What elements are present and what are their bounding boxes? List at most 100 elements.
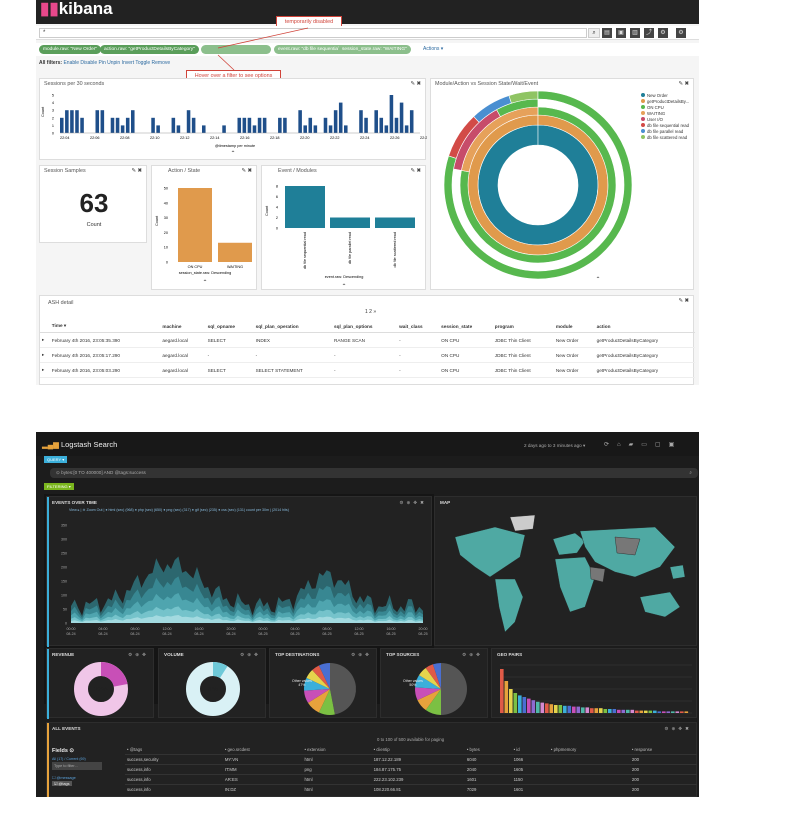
filter-action-disable[interactable]: Disable xyxy=(80,60,99,66)
column-header[interactable]: • extension xyxy=(304,747,326,752)
world-map[interactable] xyxy=(435,507,698,645)
panel-controls[interactable]: ✎ ✖ xyxy=(241,168,252,174)
column-header[interactable]: Time ▾ xyxy=(49,320,161,333)
column-header[interactable]: machine xyxy=(160,320,206,333)
filter-action-invert[interactable]: Invert xyxy=(121,60,136,66)
legend-item[interactable]: WAITING xyxy=(641,111,695,117)
fields-all-link[interactable]: All (17) / Current (69) xyxy=(52,757,86,761)
ls-title[interactable]: ▂▄▆ Logstash Search xyxy=(42,440,118,449)
panel-controls[interactable]: ✎ ✖ xyxy=(678,298,689,304)
ash-pager[interactable]: 1 2 » xyxy=(365,309,377,315)
filter-pill-event[interactable]: event.raw: "db file sequential read" xyxy=(274,45,356,54)
session-bar xyxy=(171,117,176,133)
query-tag[interactable]: QUERY ▾ xyxy=(44,456,68,463)
filter-action-toggle[interactable]: Toggle xyxy=(135,60,152,66)
table-row[interactable]: success,security MY:VN html 187.12.22.189 60… xyxy=(125,754,697,765)
column-header[interactable]: program xyxy=(492,320,554,333)
x-tick: 16:00 xyxy=(195,627,204,631)
query-input[interactable]: ⊙ bytes:[0 TO 400000] AND @tags:success … xyxy=(50,468,698,478)
column-header[interactable]: • clientip xyxy=(373,747,390,752)
top-destinations-other: Other values 47% xyxy=(292,679,312,687)
legend-item[interactable]: New Order xyxy=(641,93,695,99)
filter-pill-hovered[interactable] xyxy=(201,45,271,54)
gear-icon[interactable]: ⚙ xyxy=(676,28,686,38)
filter-action-unpin[interactable]: Unpin xyxy=(107,60,122,66)
kibana-logo[interactable]: ▮▮kibana xyxy=(40,0,113,18)
legend-item[interactable]: ON CPU xyxy=(641,105,695,111)
table-cell: MY:VN xyxy=(222,754,303,765)
legend-item[interactable]: getProductDetailsBy... xyxy=(641,99,695,105)
search-input[interactable]: * xyxy=(39,28,587,38)
filter-action-pin[interactable]: Pin xyxy=(98,60,108,66)
panel-controls[interactable]: ⚙⊕✥ xyxy=(462,652,483,657)
table-row[interactable]: success,info AR:ES html 222.23.102.239 1601 1… xyxy=(125,774,697,785)
save-icon[interactable]: ▣ xyxy=(616,28,626,38)
expand-row-icon[interactable]: ▸ xyxy=(40,332,50,348)
column-header[interactable]: sql_plan_operation xyxy=(253,320,332,333)
event-bar xyxy=(285,186,325,228)
expand-row-icon[interactable]: ▸ xyxy=(40,362,50,378)
panel-controls[interactable]: ✎ ✖ xyxy=(678,81,689,87)
column-header[interactable]: module xyxy=(553,320,595,333)
panel-controls[interactable]: ✎ ✖ xyxy=(410,81,421,87)
geo-bar xyxy=(653,710,657,713)
column-header[interactable]: sql_plan_options xyxy=(331,320,398,333)
table-row[interactable]: success,info IT:MM png 184.87.175.75 2040 160… xyxy=(125,764,697,775)
column-header[interactable]: • geo.srcdest xyxy=(224,747,250,752)
legend-item[interactable]: db file scattered read xyxy=(641,135,695,141)
share-icon[interactable]: ⤴ xyxy=(644,28,654,38)
fields-filter-input[interactable]: Type to filter... xyxy=(52,762,102,770)
field-tags[interactable]: ☑ @tags xyxy=(52,781,72,786)
legend-item[interactable]: db file sequential read xyxy=(641,123,695,129)
panel-controls[interactable]: ✎ ✖ xyxy=(131,168,142,174)
geo-bar xyxy=(630,709,635,713)
column-header[interactable]: • phpmemory xyxy=(550,747,577,752)
actions-menu[interactable]: Actions ▾ xyxy=(423,46,444,52)
search-button[interactable]: ⌕ xyxy=(588,28,600,38)
geo-bar xyxy=(513,693,518,713)
column-header[interactable]: • id xyxy=(513,747,520,752)
open-icon[interactable]: ▥ xyxy=(630,28,640,38)
panel-controls[interactable]: ⚙⊕✥ xyxy=(240,652,261,657)
table-cell: 222.23.102.239 xyxy=(371,774,465,785)
panel-controls[interactable]: ⚙⊕✥✖ xyxy=(399,500,427,505)
filter-action-remove[interactable]: Remove xyxy=(151,60,171,66)
new-icon[interactable]: ▤ xyxy=(602,28,612,38)
column-header[interactable]: session_state xyxy=(439,320,493,333)
legend-item[interactable]: User I/O xyxy=(641,117,695,123)
table-row[interactable]: success,info IN:DZ html 108.220.66.81 7029 16… xyxy=(125,784,697,794)
events-legend[interactable]: View ▸ | ⊖ Zoom Out | ● html (sec) (968)… xyxy=(69,508,289,512)
geo-bar xyxy=(675,711,680,713)
search-icon[interactable]: ⌕ xyxy=(689,470,692,475)
time-range[interactable]: 2 days ago to 3 minutes ago ▾ xyxy=(524,443,586,448)
filter-action-enable[interactable]: Enable xyxy=(63,60,81,66)
field-message[interactable]: ☐ @message xyxy=(52,776,76,780)
table-row[interactable]: ▸ February 4th 2016, 23:05:17.290 aegard.l… xyxy=(40,347,695,363)
panel-controls[interactable]: ✎ ✖ xyxy=(410,168,421,174)
top-destinations-pie xyxy=(304,663,356,715)
panel-controls[interactable]: ⚙⊕✥ xyxy=(128,652,149,657)
filter-pill-action[interactable]: action.raw: "getProductDetailsByCategory… xyxy=(100,45,199,54)
y-tick: 50 xyxy=(164,187,168,191)
geo-bar xyxy=(671,711,675,713)
panel-controls[interactable]: ⚙⊕✥ xyxy=(351,652,372,657)
ash-table: Time ▾ machine sql_opname sql_plan_operatio… xyxy=(40,320,695,378)
column-header[interactable]: • response xyxy=(631,747,653,752)
column-header[interactable]: • @tags xyxy=(127,747,143,752)
filtering-tag[interactable]: FILTERING ▾ xyxy=(44,483,74,490)
y-tick: 0 xyxy=(276,227,278,231)
geo-bar xyxy=(648,710,653,713)
filter-pill-state[interactable]: session_state.raw: "WAITING" xyxy=(338,45,411,54)
expand-row-icon[interactable]: ▸ xyxy=(40,347,50,363)
legend-item[interactable]: db file parallel read xyxy=(641,129,695,135)
toolbar-icons[interactable]: ⟳⌂▰▭▢▣ xyxy=(604,442,683,448)
column-header[interactable]: wait_class xyxy=(397,320,440,333)
column-header[interactable]: action xyxy=(594,320,695,333)
table-row[interactable]: ▸ February 4th 2016, 23:05:35.390 aegard.l… xyxy=(40,332,695,348)
column-header[interactable]: • bytes xyxy=(466,747,480,752)
settings-icon[interactable]: ⚙ xyxy=(658,28,668,38)
filter-pill-module[interactable]: module.raw: "New Order" xyxy=(39,45,102,54)
panel-controls[interactable]: ⚙⊕✥✖ xyxy=(664,726,692,731)
column-header[interactable]: sql_opname xyxy=(205,320,254,333)
table-row[interactable]: ▸ February 4th 2016, 23:05:03.290 aegard.l… xyxy=(40,362,695,378)
